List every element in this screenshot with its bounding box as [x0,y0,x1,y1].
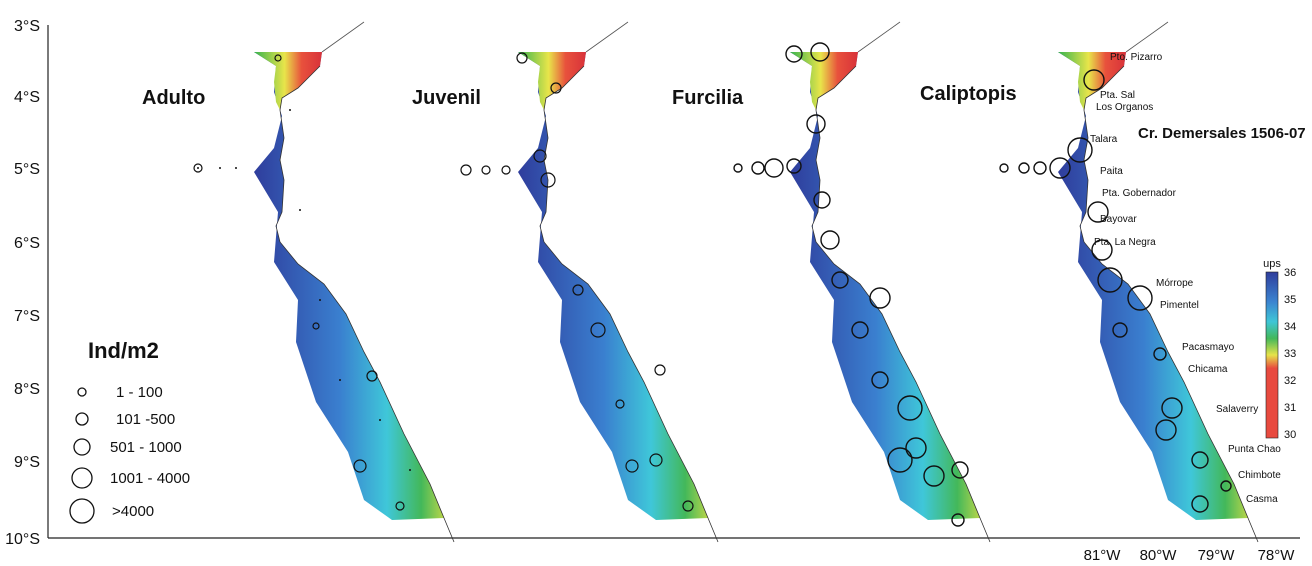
legend-symbol [74,439,90,455]
colorbar-tick: 36 [1284,267,1296,279]
place-name: Pta. La Negra [1094,237,1156,248]
place-name: Bayovar [1100,214,1137,225]
place-name: Paita [1100,166,1123,177]
lon-tick-label: 80°W [1140,547,1178,564]
panel-title: Caliptopis [920,83,1017,105]
longitude-axis: 81°W 80°W 79°W 78°W [1084,547,1296,564]
lat-tick-label: 10°S [5,531,40,548]
panel-title: Juvenil [412,87,481,109]
lon-tick-label: 81°W [1084,547,1122,564]
legend-symbol [72,468,92,488]
colorbar-tick: 32 [1284,375,1296,387]
colorbar-tick: 31 [1284,402,1296,414]
place-name: Pta. Gobernador [1102,188,1177,199]
colorbar-tick: 35 [1284,294,1296,306]
place-name: Chimbote [1238,470,1281,481]
cruise-label: Cr. Demersales 1506-07 [1138,125,1306,142]
colorbar-ramp [1266,272,1278,438]
place-name: Pto. Pizarro [1110,52,1163,63]
place-name: Chicama [1188,364,1228,375]
map-panel-adulto: Adulto [142,22,454,542]
legend-symbol [70,499,94,523]
colorbar-tick: 34 [1284,321,1296,333]
legend-item: 1 - 100 [116,384,163,401]
place-name: Los Organos [1096,102,1153,113]
panel-title: Adulto [142,87,205,109]
place-name: Casma [1246,494,1278,505]
lat-tick-label: 4°S [14,89,40,106]
colorbar-tick: 33 [1284,348,1296,360]
legend-symbol [78,388,86,396]
colorbar-title: ups [1263,258,1281,270]
legend-title: Ind/m2 [88,338,159,363]
place-name: Talara [1090,134,1118,145]
salinity-colorbar: ups 36 35 34 33 32 31 30 [1263,258,1296,441]
place-name: Pta. Sal [1100,90,1135,101]
abundance-legend: Ind/m2 1 - 100 101 -500 501 - 1000 1001 … [70,338,190,523]
map-panel-caliptopis: Caliptopis [920,22,1258,542]
lat-tick-label: 9°S [14,454,40,471]
legend-item: 501 - 1000 [110,439,182,456]
lat-tick-label: 3°S [14,18,40,35]
legend-item: >4000 [112,503,154,520]
legend-item: 1001 - 4000 [110,470,190,487]
legend-item: 101 -500 [116,411,175,428]
place-name: Pacasmayo [1182,342,1235,353]
place-name: Pimentel [1160,300,1199,311]
lat-tick-label: 7°S [14,308,40,325]
lat-tick-label: 5°S [14,161,40,178]
place-name: Salaverry [1216,404,1258,415]
lon-tick-label: 78°W [1258,547,1296,564]
lat-tick-label: 8°S [14,381,40,398]
place-name: Punta Chao [1228,444,1281,455]
lon-tick-label: 79°W [1198,547,1236,564]
legend-symbol [76,413,88,425]
panel-title: Furcilia [672,87,744,109]
place-name: Mórrope [1156,278,1194,289]
lat-tick-label: 6°S [14,235,40,252]
colorbar-tick: 30 [1284,429,1296,441]
